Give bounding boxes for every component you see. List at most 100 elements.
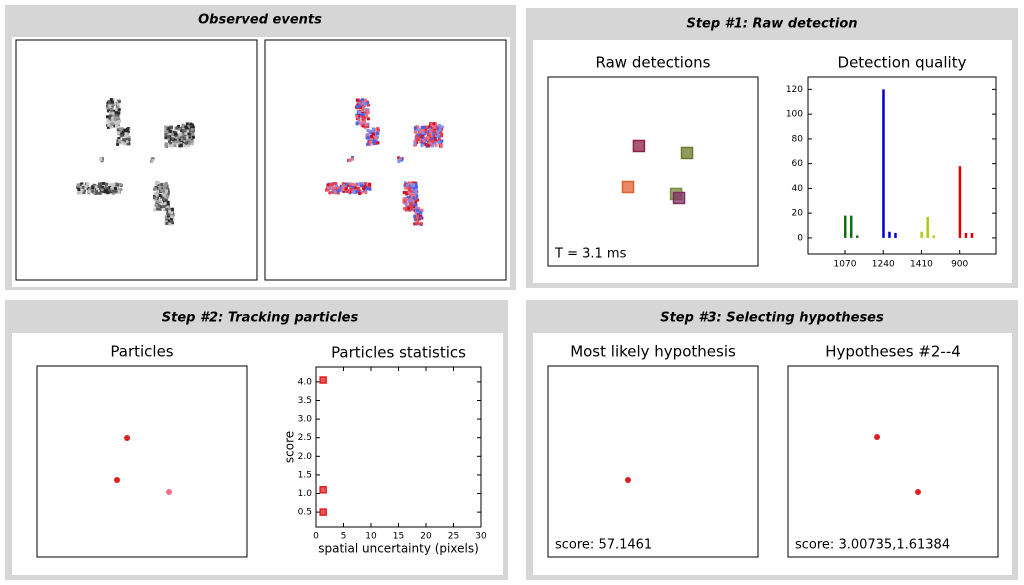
event-pixel: [341, 182, 345, 186]
event-pixel: [106, 125, 110, 129]
event-pixel: [411, 203, 415, 207]
event-pixel: [92, 187, 96, 191]
event-pixel: [369, 134, 373, 138]
y-tick-label: 2.5: [298, 433, 312, 443]
event-pixel: [326, 186, 330, 190]
event-pixel: [367, 103, 370, 107]
event-pixel: [191, 131, 195, 135]
event-pixel: [358, 192, 362, 195]
event-pixel: [111, 111, 115, 115]
event-pixel: [106, 109, 110, 113]
event-pixel: [157, 189, 161, 193]
marker: [914, 489, 921, 496]
bar: [926, 216, 929, 238]
y-tick-label: 80: [792, 134, 804, 144]
event-pixel: [409, 190, 413, 194]
event-pixel: [414, 211, 418, 215]
y-tick-label: 0: [797, 233, 803, 243]
event-pixel: [417, 214, 421, 218]
event-pixel: [422, 125, 426, 129]
event-pixel: [113, 101, 117, 105]
event-pixel: [361, 113, 365, 116]
event-pixel: [190, 128, 194, 132]
event-pixel: [412, 205, 416, 209]
event-pixel: [111, 98, 115, 102]
event-pixel: [436, 134, 440, 138]
event-pixel: [413, 214, 417, 218]
event-pixel: [432, 122, 436, 126]
event-pixel: [353, 188, 357, 192]
event-pixel: [356, 103, 360, 107]
event-pixel: [164, 197, 168, 201]
event-pixel: [80, 189, 84, 193]
event-pixel: [366, 142, 370, 146]
event-pixel: [173, 144, 177, 148]
event-pixel: [434, 132, 437, 136]
event-pixel: [117, 119, 121, 123]
event-pixel: [105, 182, 109, 186]
event-pixel: [345, 182, 349, 186]
event-pixel: [106, 106, 110, 110]
plot-frame: [547, 365, 759, 558]
event-pixel: [165, 196, 169, 199]
event-pixel: [170, 217, 173, 221]
bar: [958, 166, 962, 238]
x-axis-label: spatial uncertainty (pixels): [318, 542, 479, 556]
event-pixel: [116, 131, 120, 135]
event-pixel: [162, 198, 166, 202]
bar: [856, 235, 859, 238]
event-pixel: [348, 159, 352, 162]
event-pixel: [188, 141, 192, 145]
event-pixel: [120, 127, 124, 131]
marker: [319, 486, 327, 494]
event-pixel: [156, 193, 159, 197]
event-pixel: [166, 191, 170, 195]
event-pixel: [420, 208, 424, 212]
x-tick-label: 1410: [910, 260, 933, 270]
event-pixel: [439, 130, 443, 134]
event-pixel: [440, 132, 444, 136]
plot-frame: [547, 76, 759, 267]
event-pixel: [108, 100, 111, 104]
event-pixel: [359, 182, 363, 185]
event-pixel: [187, 132, 191, 136]
event-pixel: [111, 102, 115, 106]
event-pixel: [366, 136, 370, 140]
event-pixel: [106, 191, 110, 195]
event-pixel: [374, 132, 378, 136]
event-pixel: [169, 220, 173, 223]
event-pixel: [164, 181, 168, 185]
event-pixel: [436, 129, 440, 133]
event-pixel: [409, 192, 413, 196]
event-pixel: [77, 186, 81, 190]
event-pixel: [372, 142, 376, 146]
event-pixel: [84, 184, 88, 188]
event-pixel: [417, 133, 421, 137]
event-pixel: [189, 122, 193, 126]
event-pixel: [414, 188, 418, 192]
event-pixel: [414, 203, 418, 207]
event-pixel: [164, 203, 168, 207]
bar: [964, 232, 968, 238]
event-pixel: [186, 127, 189, 131]
event-pixel: [113, 122, 117, 126]
event-pixel: [164, 184, 168, 188]
event-pixel: [123, 129, 127, 132]
event-pixel: [111, 106, 115, 110]
event-pixel: [106, 115, 109, 119]
event-pixel: [355, 115, 359, 119]
event-pixel: [185, 136, 189, 140]
y-tick-label: 40: [792, 184, 804, 194]
event-pixel: [369, 129, 373, 133]
event-pixel: [157, 204, 161, 208]
event-pixel: [162, 185, 166, 189]
event-pixel: [82, 191, 86, 195]
event-pixel: [127, 135, 131, 139]
event-pixel: [359, 184, 363, 188]
event-pixel: [359, 113, 363, 117]
event-pixel: [181, 143, 185, 146]
event-pixel: [372, 132, 375, 136]
x-tick-label: 1240: [872, 260, 895, 270]
event-pixel: [358, 99, 362, 103]
event-pixel: [410, 205, 413, 209]
